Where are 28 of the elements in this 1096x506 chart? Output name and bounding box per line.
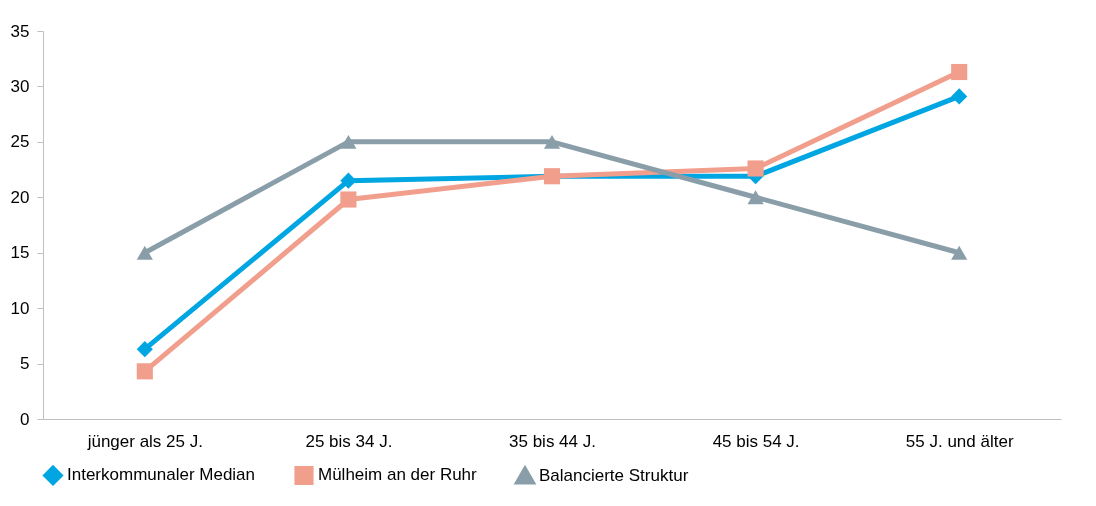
legend-label: Interkommunaler Median: [67, 465, 256, 485]
x-tick-label: 35 bis 44 J.: [509, 431, 596, 451]
y-tick-label: 30: [10, 76, 30, 96]
point: [747, 190, 764, 205]
point: [340, 172, 357, 189]
legend-label: Mülheim an der Ruhr: [318, 465, 478, 485]
legend-label: Balancierte Struktur: [539, 465, 689, 485]
x-tick-label: 25 bis 34 J.: [305, 431, 393, 451]
point: [136, 245, 153, 260]
point: [340, 191, 357, 208]
point: [951, 63, 968, 81]
point: [747, 160, 764, 177]
x-tick-label: 55 J. und älter: [905, 431, 1014, 451]
y-tick-label: 35: [10, 21, 30, 41]
point: [951, 88, 968, 105]
x-tick-label: jünger als 25 J.: [86, 431, 203, 451]
y-tick-label: 10: [10, 298, 30, 318]
point: [136, 341, 153, 358]
point: [951, 245, 968, 260]
y-tick-label: 25: [10, 132, 30, 152]
y-tick-label: 5: [20, 354, 30, 374]
x-tick-label: 45 bis 54 J.: [712, 431, 800, 451]
point: [340, 134, 357, 149]
y-tick-label: 20: [10, 187, 30, 207]
point: [136, 363, 153, 380]
point: [543, 134, 561, 149]
y-tick-label: 0: [20, 409, 30, 429]
y-tick-label: 15: [10, 243, 30, 263]
